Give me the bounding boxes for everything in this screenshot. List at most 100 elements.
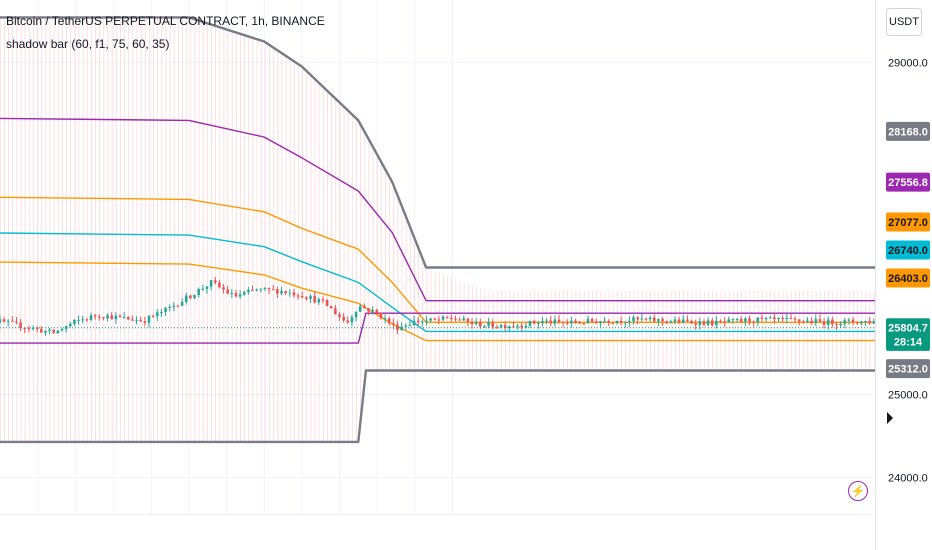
candle-down bbox=[118, 315, 122, 317]
candle-down bbox=[702, 321, 706, 325]
candle-up bbox=[777, 317, 780, 320]
candle-up bbox=[586, 318, 590, 324]
indicator-line-o1 bbox=[0, 196, 875, 323]
price-scale-label: 24000.0 bbox=[888, 473, 928, 485]
candle-up bbox=[238, 294, 242, 297]
candle-up bbox=[48, 329, 51, 331]
candle-up bbox=[180, 301, 184, 306]
candle-up bbox=[164, 307, 167, 313]
candle-down bbox=[665, 321, 668, 323]
candle-up bbox=[628, 321, 631, 323]
candle-down bbox=[218, 282, 221, 288]
candle-up bbox=[408, 325, 412, 327]
candle-up bbox=[669, 321, 673, 323]
candle-down bbox=[267, 287, 271, 290]
candle-down bbox=[611, 322, 615, 324]
candle-up bbox=[247, 289, 250, 293]
candle-down bbox=[363, 306, 366, 309]
price-label-background bbox=[886, 240, 930, 260]
candle-down bbox=[454, 318, 457, 320]
candle-down bbox=[512, 326, 515, 328]
candle-down bbox=[789, 317, 793, 319]
price-label-text: 26740.0 bbox=[888, 245, 928, 257]
candle-up bbox=[184, 295, 188, 302]
price-label-background bbox=[886, 172, 930, 192]
price-label-text: 25312.0 bbox=[888, 364, 928, 376]
candle-up bbox=[599, 321, 602, 324]
candle-up bbox=[768, 317, 772, 319]
candle-up bbox=[864, 320, 867, 322]
candle-down bbox=[126, 316, 130, 320]
candle-down bbox=[367, 308, 370, 312]
price-scale[interactable]: 24000.0 25000.0 29000.0 28168.0 27556.8 2707… bbox=[875, 0, 932, 550]
candle-up bbox=[309, 296, 312, 299]
candle-down bbox=[2, 319, 6, 322]
candle-down bbox=[375, 309, 379, 313]
candle-down bbox=[565, 322, 569, 324]
price-chart[interactable]: 232425262728293031Sep23 bbox=[0, 0, 875, 515]
candle-down bbox=[19, 322, 22, 329]
candle-up bbox=[847, 319, 851, 321]
currency-button[interactable]: USDT bbox=[886, 8, 922, 36]
candle-down bbox=[296, 295, 300, 297]
candle-up bbox=[623, 322, 627, 324]
candle-up bbox=[259, 288, 263, 290]
candle-down bbox=[694, 323, 697, 326]
candle-down bbox=[466, 318, 470, 322]
candle-down bbox=[276, 289, 279, 294]
candle-up bbox=[421, 321, 424, 323]
price-label-text: 26403.0 bbox=[888, 273, 928, 285]
candle-down bbox=[52, 329, 56, 334]
candle-up bbox=[255, 289, 258, 291]
candle-down bbox=[139, 320, 143, 322]
lightning-icon[interactable]: ⚡ bbox=[848, 481, 868, 501]
candle-down bbox=[652, 317, 656, 322]
indicator-lines bbox=[0, 16, 875, 444]
candle-down bbox=[15, 321, 18, 323]
price-label-background bbox=[886, 268, 930, 288]
shadow-bars bbox=[0, 17, 875, 442]
candle-down bbox=[313, 296, 316, 303]
price-label-background bbox=[886, 121, 930, 141]
candle-up bbox=[553, 319, 557, 324]
candle-down bbox=[781, 317, 784, 319]
price-label-text: 27077.0 bbox=[888, 217, 928, 229]
candle-down bbox=[802, 321, 805, 323]
symbol-title[interactable]: Bitcoin / TetherUS PERPETUAL CONTRACT, 1… bbox=[6, 14, 325, 28]
price-label: 27077.0 bbox=[886, 212, 930, 232]
indicator-legend[interactable]: shadow bar (60, f1, 75, 60, 35) bbox=[6, 37, 170, 51]
candle-down bbox=[752, 321, 755, 323]
candle-up bbox=[81, 319, 85, 321]
price-label: 26403.0 bbox=[886, 268, 930, 288]
candle-up bbox=[756, 317, 760, 323]
price-label: 27556.8 bbox=[886, 172, 930, 192]
candle-up bbox=[44, 330, 47, 333]
candle-down bbox=[773, 317, 776, 320]
candle-down bbox=[578, 322, 582, 324]
price-scale-label: 29000.0 bbox=[888, 57, 928, 69]
candle-down bbox=[831, 319, 834, 325]
scroll-right-arrow-icon[interactable] bbox=[887, 412, 893, 424]
candle-up bbox=[872, 321, 875, 324]
candle-down bbox=[338, 314, 341, 317]
candle-up bbox=[350, 317, 354, 323]
candle-up bbox=[735, 318, 739, 320]
candle-up bbox=[727, 319, 731, 323]
candle-down bbox=[760, 317, 764, 319]
candle-down bbox=[520, 325, 524, 328]
candle-up bbox=[280, 291, 283, 294]
price-labels: 28168.0 27556.8 27077.0 26740.0 26403.0 25804… bbox=[886, 121, 930, 379]
candle-down bbox=[234, 293, 238, 297]
candle-down bbox=[226, 289, 229, 294]
candle-down bbox=[495, 327, 499, 329]
candle-up bbox=[69, 323, 72, 327]
candle-up bbox=[155, 312, 159, 317]
candle-down bbox=[549, 320, 553, 324]
candle-up bbox=[31, 327, 35, 329]
candle-up bbox=[56, 330, 60, 334]
candle-down bbox=[379, 312, 383, 319]
candle-down bbox=[93, 315, 97, 317]
candle-down bbox=[213, 280, 217, 283]
candle-down bbox=[387, 318, 391, 324]
candle-up bbox=[545, 320, 548, 322]
